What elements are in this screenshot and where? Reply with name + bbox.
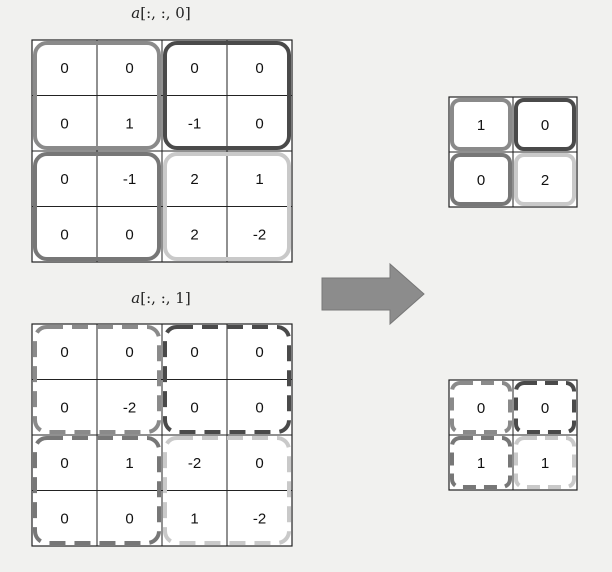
pooled1-grid-pool-region [514, 436, 576, 489]
slice1-grid-pool-region [163, 436, 291, 545]
slice0-grid-cell: 0 [255, 60, 263, 77]
slice0-grid-cell: -1 [188, 116, 201, 133]
pooled0-grid-pool-region [514, 98, 576, 151]
slice0-title: a[:, :, 0] [32, 4, 290, 22]
slice1-grid-pool-region [33, 436, 161, 545]
slice0-grid-cell: 0 [125, 60, 133, 77]
slice1-grid-pool-region [163, 325, 291, 434]
slice1-grid-cell: 0 [60, 344, 68, 361]
slice1-title: a[:, :, 1] [32, 289, 290, 307]
slice1-grid-cell: -2 [188, 455, 201, 472]
slice1-title-index: [:, :, 1] [140, 289, 191, 307]
slice0-grid-cell: -2 [253, 227, 266, 244]
slice1-grid-cell: 0 [255, 455, 263, 472]
right-arrow-icon [321, 262, 425, 326]
slice1-grid-pool-region [33, 325, 161, 434]
slice0-grid-cell: 1 [255, 171, 263, 188]
slice0-title-index: [:, :, 0] [140, 4, 191, 22]
slice0-grid-cell: 2 [190, 171, 198, 188]
slice1-grid-cell: 0 [125, 511, 133, 528]
slice0-grid-cell: 2 [190, 227, 198, 244]
slice0-grid-cell: 0 [60, 60, 68, 77]
pooled0-grid-pool-region [450, 98, 512, 151]
slice1-grid-cell: 0 [255, 400, 263, 417]
slice0-grid-cell: 0 [125, 227, 133, 244]
pooled0-grid-cell: 0 [477, 172, 485, 189]
slice1-grid-cell: 0 [60, 455, 68, 472]
slice1-grid-cell: 1 [190, 511, 198, 528]
slice0-grid-pool-region [33, 41, 161, 150]
slice1-grid-cell: 0 [190, 344, 198, 361]
pooled0-grid-pool-region [514, 153, 576, 206]
pooled0-grid-cell: 0 [541, 117, 549, 134]
slice1-grid-cell: -2 [253, 511, 266, 528]
slice0-grid-cell: -1 [123, 171, 136, 188]
pooled1-grid-cell: 0 [541, 400, 549, 417]
pooled1-grid-cell: 1 [541, 455, 549, 472]
pooled0-grid-cell: 2 [541, 172, 549, 189]
pooled1-grid-pool-region [450, 381, 512, 434]
pooled1-grid-pool-region [450, 436, 512, 489]
slice0-title-var: a [131, 4, 141, 22]
slice0-grid-cell: 0 [60, 116, 68, 133]
slice0-grid-cell: 1 [125, 116, 133, 133]
slice1-grid-cell: 0 [190, 400, 198, 417]
slice0-grid-cell: 0 [60, 227, 68, 244]
pooled1-grid-cell: 1 [477, 455, 485, 472]
pooled1-grid-pool-region [514, 381, 576, 434]
slice0-grid-cell: 0 [255, 116, 263, 133]
slice1-title-var: a [131, 289, 141, 307]
pooled0-grid-pool-region [450, 153, 512, 206]
slice1-grid-cell: 1 [125, 455, 133, 472]
pooled1-grid-cell: 0 [477, 400, 485, 417]
slice1-grid-cell: 0 [60, 511, 68, 528]
slice1-grid-cell: 0 [125, 344, 133, 361]
slice0-grid-pool-region [163, 152, 291, 261]
slice1-grid-cell: -2 [123, 400, 136, 417]
slice0-grid-cell: 0 [190, 60, 198, 77]
slice1-grid-cell: 0 [60, 400, 68, 417]
slice0-grid-pool-region [163, 41, 291, 150]
pooled0-grid-cell: 1 [477, 117, 485, 134]
slice0-grid-cell: 0 [60, 171, 68, 188]
slice1-grid-cell: 0 [255, 344, 263, 361]
slice0-grid-pool-region [33, 152, 161, 261]
